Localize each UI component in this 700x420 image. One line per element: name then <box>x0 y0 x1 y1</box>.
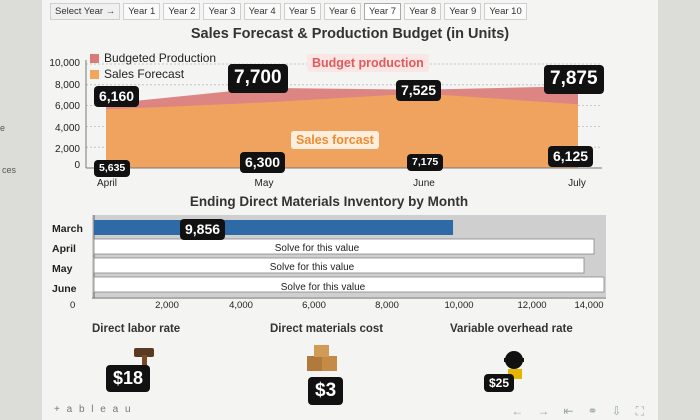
worker-helmet-icon <box>504 351 524 379</box>
x-tick-july: July <box>568 178 586 189</box>
legend-item-sales: Sales Forecast <box>90 66 216 82</box>
bar-category-march: March <box>52 223 83 235</box>
tab-year-5[interactable]: Year 5 <box>283 3 321 20</box>
data-label-budget-july: 7,875 <box>544 65 604 94</box>
y-tick: 8,000 <box>54 80 80 91</box>
x-tick: 14,000 <box>574 300 604 311</box>
solve-placeholder-june: Solve for this value <box>280 282 366 293</box>
bar-category-june: June <box>52 283 77 295</box>
side-label-mid: ces <box>2 165 17 175</box>
tab-year-10[interactable]: Year 10 <box>484 3 527 20</box>
revert-icon[interactable]: ⇤ <box>563 404 574 418</box>
tab-year-7[interactable]: Year 7 <box>363 3 402 20</box>
kpi-value-variable-overhead: $25 <box>484 374 515 392</box>
chart-legend: Budgeted Production Sales Forecast <box>90 50 216 82</box>
inventory-chart-title: Ending Direct Materials Inventory by Mon… <box>189 194 469 209</box>
bar-march <box>94 220 454 235</box>
undo-icon[interactable]: ← <box>511 404 524 418</box>
tableau-logo: + a b l e a u <box>54 404 133 415</box>
legend-item-budgeted: Budgeted Production <box>90 50 216 66</box>
tab-select-year: Select Year → <box>50 3 121 20</box>
x-tick: 0 <box>70 300 76 311</box>
tab-year-1[interactable]: Year 1 <box>123 3 161 20</box>
area-series-sales-forecast <box>106 93 578 168</box>
kpi-value-direct-materials: $3 <box>308 377 344 405</box>
fullscreen-icon[interactable]: ⛶ <box>635 404 644 418</box>
x-tick: 6,000 <box>302 300 326 311</box>
tab-year-8[interactable]: Year 8 <box>404 3 442 20</box>
x-tick-april: April <box>96 178 117 189</box>
legend-swatch-budgeted <box>90 53 99 63</box>
x-tick: 2,000 <box>155 300 179 311</box>
tab-year-3[interactable]: Year 3 <box>203 3 241 20</box>
data-label-sales-july: 6,125 <box>548 146 594 167</box>
tab-year-2[interactable]: Year 2 <box>163 3 201 20</box>
kpi-value-direct-labor: $18 <box>106 365 151 392</box>
dashboard: Select Year → Year 1 Year 2 Year 3 Year … <box>42 0 658 420</box>
y-tick: 10,000 <box>49 58 80 69</box>
legend-label-budgeted: Budgeted Production <box>104 51 217 65</box>
kpi-label-variable-overhead: Variable overhead rate <box>450 323 573 335</box>
bar-placeholder-may <box>93 257 585 274</box>
bar-placeholder-june <box>93 276 605 293</box>
download-icon[interactable]: ⇩ <box>611 404 622 418</box>
viz-toolbar: ← → ⇤ ⚭ ⇩ ⛶ <box>511 404 644 419</box>
tab-year-9[interactable]: Year 9 <box>444 3 482 20</box>
x-tick: 8,000 <box>375 300 399 311</box>
legend-label-sales: Sales Forecast <box>104 67 185 81</box>
callout-sales-forecast: Sales forcast <box>291 131 379 149</box>
bar-category-april: April <box>52 243 76 255</box>
y-tick: 0 <box>74 160 80 171</box>
y-tick: 6,000 <box>54 101 80 112</box>
solve-placeholder-may: Solve for this value <box>269 262 355 273</box>
year-tabs: Select Year → Year 1 Year 2 Year 3 Year … <box>50 3 527 20</box>
callout-budget-production: Budget production <box>307 54 429 72</box>
x-tick: 10,000 <box>444 300 474 311</box>
hammer-icon <box>134 348 154 373</box>
kpi-label-direct-materials: Direct materials cost <box>270 323 384 335</box>
data-label-sales-june: 7,175 <box>407 154 444 171</box>
share-icon[interactable]: ⚭ <box>587 404 598 418</box>
y-tick: 2,000 <box>54 144 80 155</box>
redo-icon[interactable]: → <box>537 404 550 418</box>
x-tick-may: May <box>254 178 274 189</box>
side-label-top: e <box>0 123 6 133</box>
data-label-budget-may: 7,700 <box>228 64 288 93</box>
data-label-sales-may: 6,300 <box>240 152 286 173</box>
x-tick: 4,000 <box>229 300 253 311</box>
bar-placeholder-april <box>93 238 595 255</box>
tab-year-4[interactable]: Year 4 <box>243 3 281 20</box>
boxes-icon <box>307 345 337 371</box>
kpi-label-direct-labor: Direct labor rate <box>92 323 181 335</box>
data-label-march: 9,856 <box>180 219 226 240</box>
x-tick-june: June <box>413 178 435 189</box>
y-tick: 4,000 <box>54 123 80 134</box>
charts-svg <box>85 60 606 299</box>
chart-title: Sales Forecast & Production Budget (in U… <box>190 26 510 42</box>
area-chart <box>85 60 602 169</box>
bar-category-may: May <box>52 263 73 275</box>
legend-swatch-sales <box>90 69 99 79</box>
data-label-budget-april: 6,160 <box>94 86 140 107</box>
tab-year-6[interactable]: Year 6 <box>323 3 361 20</box>
solve-placeholder-april: Solve for this value <box>274 243 360 254</box>
bar-chart <box>92 215 606 299</box>
x-tick: 12,000 <box>517 300 547 311</box>
data-label-budget-june: 7,525 <box>396 80 442 101</box>
data-label-sales-april: 5,635 <box>94 160 131 177</box>
